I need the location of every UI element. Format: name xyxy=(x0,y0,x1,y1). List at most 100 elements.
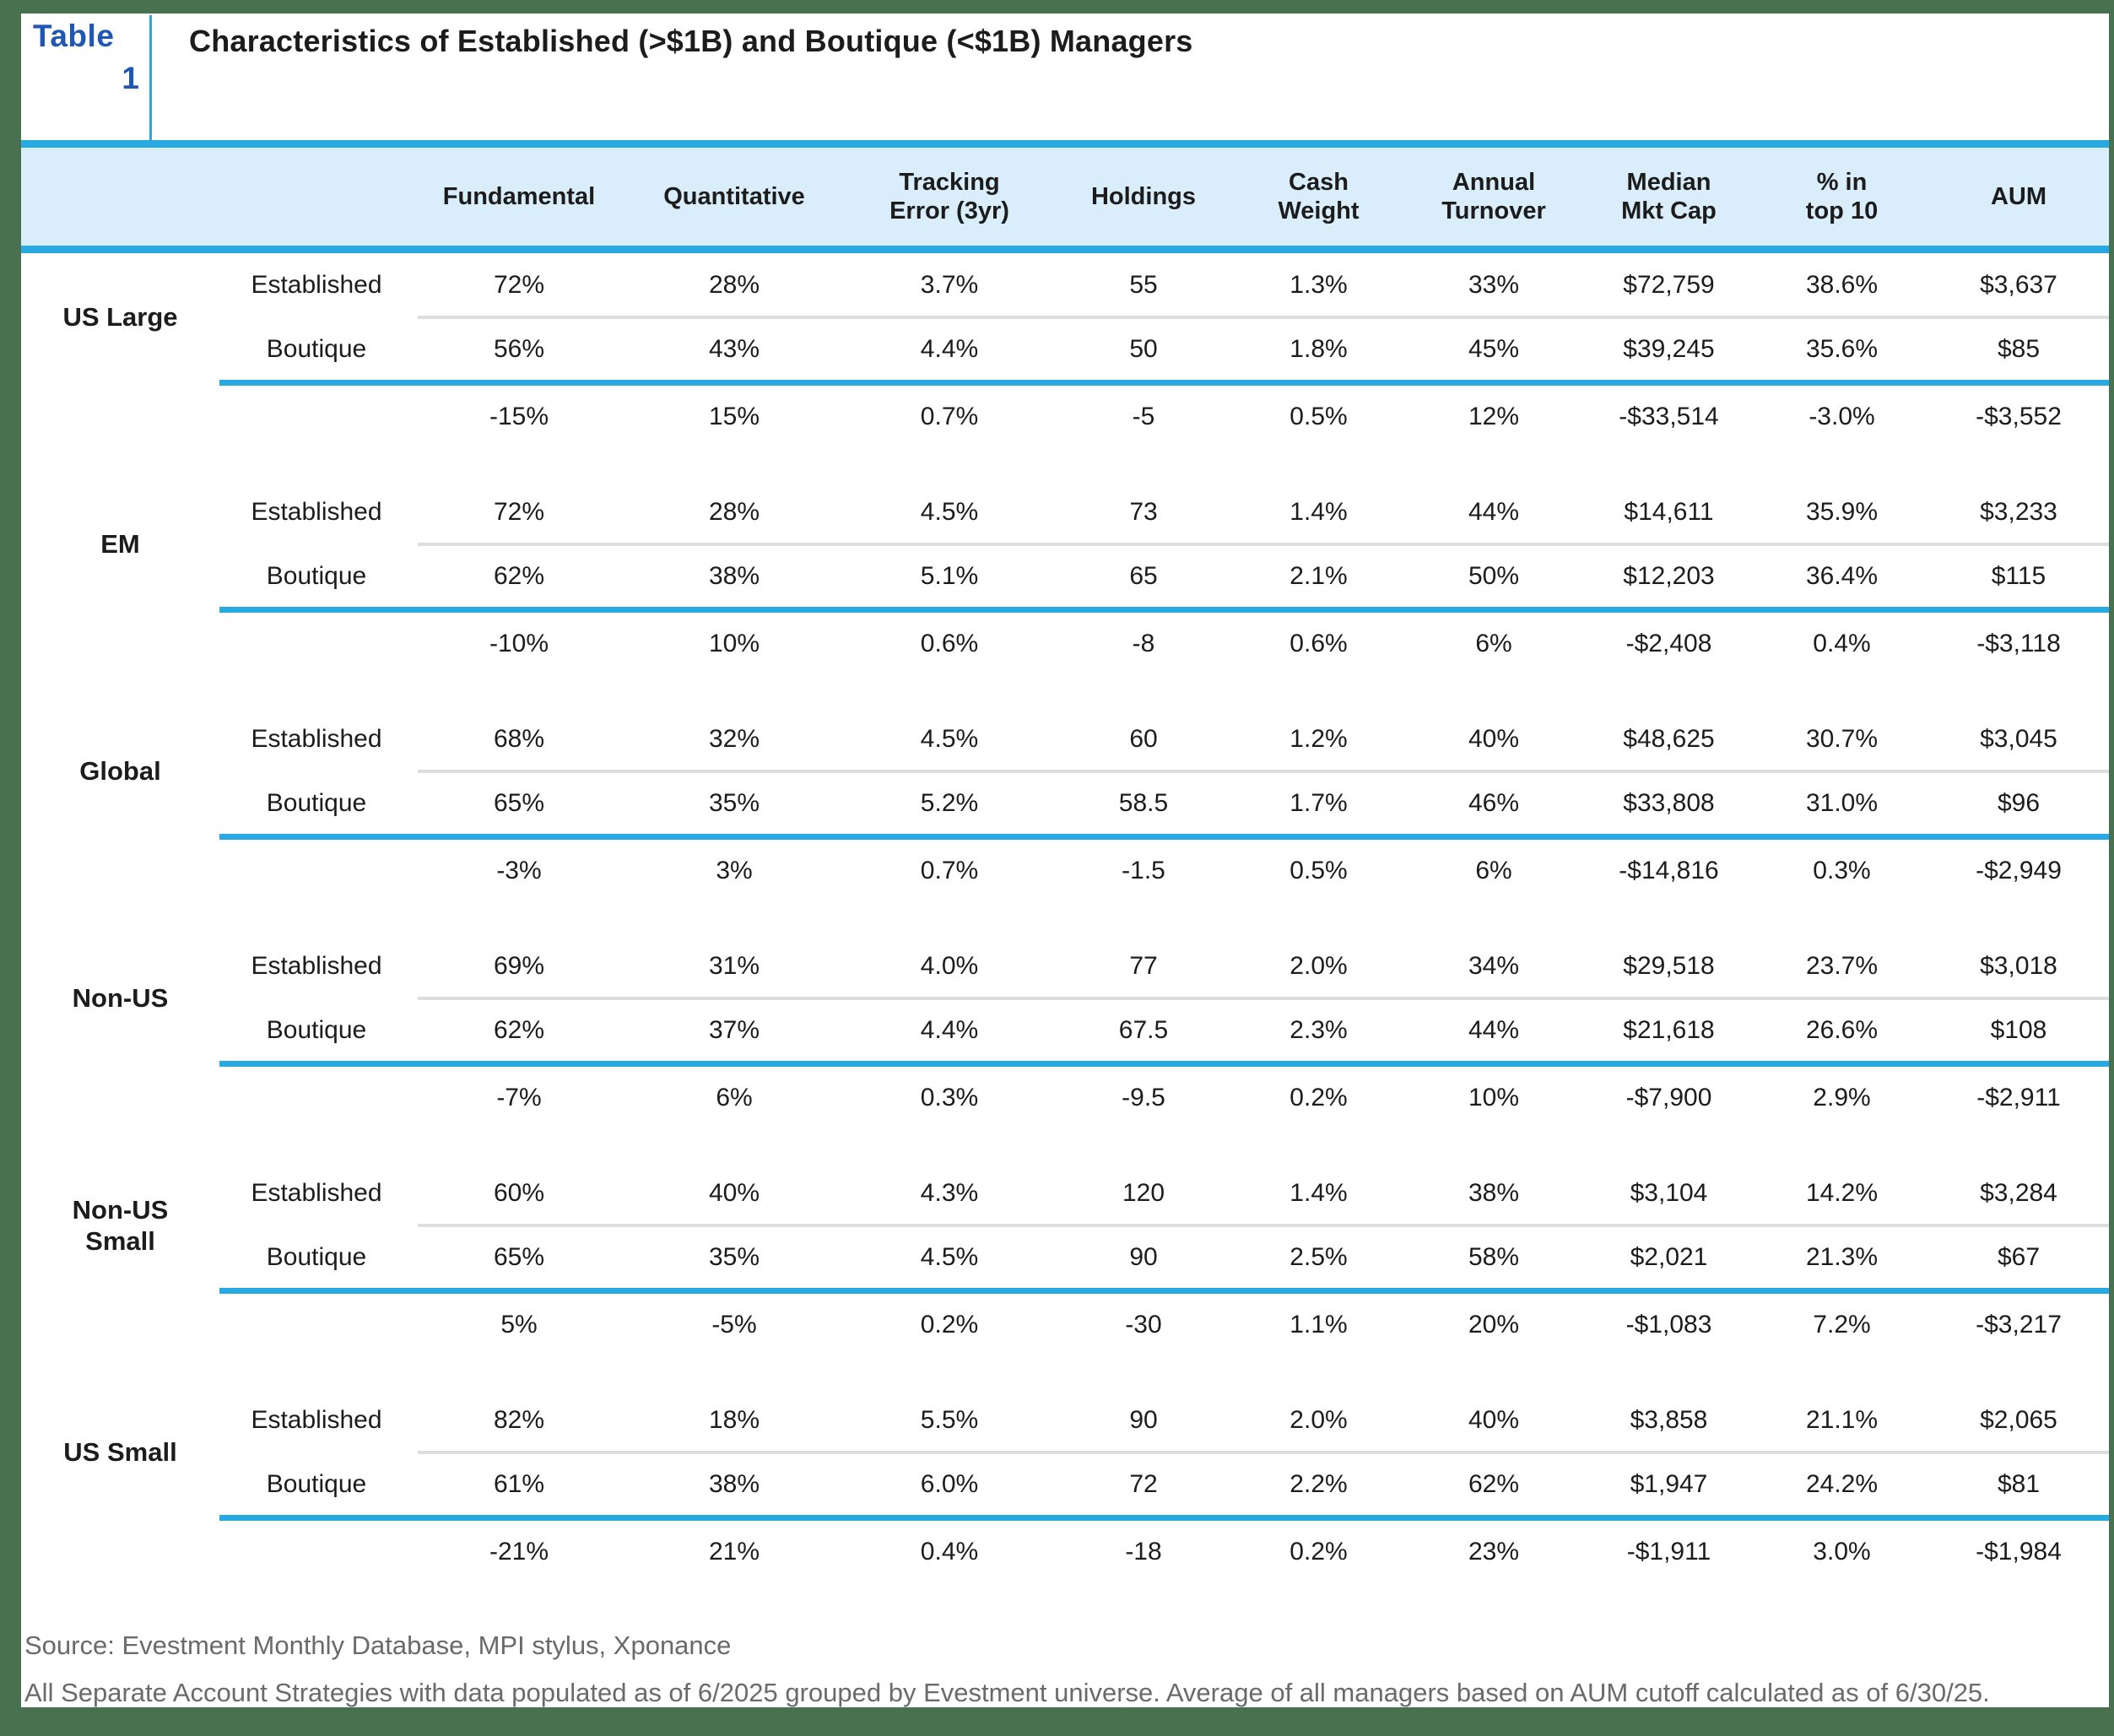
table-cell: -$2,911 xyxy=(1976,1084,2061,1111)
table-cell: 6% xyxy=(716,1084,753,1111)
table-cell: 35.6% xyxy=(1805,335,1879,363)
footnote: All Separate Account Strategies with dat… xyxy=(24,1678,1990,1707)
row-divider-gray xyxy=(418,997,2109,1000)
table-cell: -5 xyxy=(1132,403,1155,430)
column-header: Tracking Error (3yr) xyxy=(889,168,1009,224)
table-cell: $39,245 xyxy=(1623,335,1715,363)
table-cell: 5% xyxy=(500,1311,538,1339)
table-cell: 4.4% xyxy=(920,335,979,363)
difference-row: -3% 3% 0.7% -1.5 0.5% 6% -$14,816 0.3% -$2,949 xyxy=(219,840,2109,902)
table-badge: Table 1 xyxy=(21,14,149,140)
table-cell: 12% xyxy=(1468,403,1520,430)
boutique-row: Boutique 65% 35% 4.5% 90 2.5% 58% $2,021 21.3% $6… xyxy=(219,1227,2109,1288)
table-cell: -$2,408 xyxy=(1625,630,1712,657)
table-cell: 18% xyxy=(708,1406,760,1434)
table-cell: 26.6% xyxy=(1805,1016,1879,1044)
table-cell: 37% xyxy=(708,1016,760,1044)
table-cell: 90 xyxy=(1129,1243,1158,1271)
table-cell: 4.5% xyxy=(920,498,979,526)
column-header: AUM xyxy=(1990,182,2047,210)
table-cell: $3,284 xyxy=(1980,1179,2057,1207)
table-cell: 45% xyxy=(1468,335,1520,363)
group-rows: Established 69% 31% 4.0% 77 2.0% 34% $29,518 23.… xyxy=(219,936,2109,1061)
table-cell: -3.0% xyxy=(1809,403,1875,430)
table-cell: 4.5% xyxy=(920,1243,979,1271)
table-cell: 34% xyxy=(1468,952,1520,980)
column-header: Median Mkt Cap xyxy=(1621,168,1717,224)
table-cell: -8 xyxy=(1132,630,1155,657)
table-cell: 0.5% xyxy=(1289,857,1348,884)
column-header: Holdings xyxy=(1090,182,1197,210)
table-cell: 50% xyxy=(1468,562,1520,590)
table-cell: $3,637 xyxy=(1980,271,2057,299)
table-cell: 0.7% xyxy=(920,403,979,430)
table-group: US Small Established 82% 18% 5.5% 90 2.0% 40% $3… xyxy=(21,1390,2109,1583)
table-cell: 1.1% xyxy=(1289,1311,1348,1339)
table-group: Non-US Established 69% 31% 4.0% 77 2.0% 34% $29,… xyxy=(21,936,2109,1129)
group-rows: Established 72% 28% 3.7% 55 1.3% 33% $72,759 38.… xyxy=(219,255,2109,380)
table-cell: 40% xyxy=(708,1179,760,1207)
difference-wrap: -3% 3% 0.7% -1.5 0.5% 6% -$14,816 0.3% -$2,949 xyxy=(219,840,2109,902)
row-divider-gray xyxy=(418,1451,2109,1454)
table-cell: 55 xyxy=(1129,271,1158,299)
table-cell: -5% xyxy=(711,1311,757,1339)
table-cell: $3,045 xyxy=(1980,725,2057,753)
group-divider-blue xyxy=(219,607,2109,613)
group-rows: Established 72% 28% 4.5% 73 1.4% 44% $14,611 35.… xyxy=(219,482,2109,607)
table-cell: -15% xyxy=(489,403,549,430)
table-cell: 3.7% xyxy=(920,271,979,299)
difference-wrap: -10% 10% 0.6% -8 0.6% 6% -$2,408 0.4% -$3,118 xyxy=(219,613,2109,675)
difference-wrap: 5% -5% 0.2% -30 1.1% 20% -$1,083 7.2% -$3,217 xyxy=(219,1294,2109,1356)
table-cell: 35.9% xyxy=(1805,498,1879,526)
row-label: Boutique xyxy=(266,562,367,590)
table-cell: 1.4% xyxy=(1289,498,1348,526)
column-header: Fundamental xyxy=(442,182,596,210)
group-top: US Large Established 72% 28% 3.7% 55 1.3% 33% $7… xyxy=(21,255,2109,380)
table-cell: -3% xyxy=(496,857,542,884)
table-cell: 82% xyxy=(493,1406,545,1434)
table-cell: 1.7% xyxy=(1289,789,1348,817)
column-header: Quantitative xyxy=(663,182,805,210)
difference-wrap: -21% 21% 0.4% -18 0.2% 23% -$1,911 3.0% -$1,984 xyxy=(219,1521,2109,1583)
row-label: Established xyxy=(251,498,382,526)
table-cell: 56% xyxy=(493,335,545,363)
table-cell: 2.9% xyxy=(1813,1084,1871,1111)
difference-wrap: -15% 15% 0.7% -5 0.5% 12% -$33,514 -3.0% -$3,552 xyxy=(219,386,2109,448)
table-cell: $72,759 xyxy=(1623,271,1715,299)
difference-row: -7% 6% 0.3% -9.5 0.2% 10% -$7,900 2.9% -$2,911 xyxy=(219,1067,2109,1129)
table-cell: 0.6% xyxy=(1289,630,1348,657)
group-label: Non-US Small xyxy=(72,1194,169,1256)
table-cell: -$3,217 xyxy=(1976,1311,2062,1339)
table-cell: 4.3% xyxy=(920,1179,979,1207)
group-top: Global Established 68% 32% 4.5% 60 1.2% 40% $48,… xyxy=(21,709,2109,834)
boutique-row: Boutique 62% 38% 5.1% 65 2.1% 50% $12,203 36.4% $… xyxy=(219,546,2109,607)
boutique-row: Boutique 65% 35% 5.2% 58.5 1.7% 46% $33,808 31.0… xyxy=(219,773,2109,834)
table-cell: $96 xyxy=(1997,789,2041,817)
difference-row: -21% 21% 0.4% -18 0.2% 23% -$1,911 3.0% -$1,984 xyxy=(219,1521,2109,1583)
table-cell: 0.4% xyxy=(920,1538,979,1566)
table-cell: 65% xyxy=(493,1243,545,1271)
table-cell: 31.0% xyxy=(1805,789,1879,817)
table-cell: $33,808 xyxy=(1623,789,1715,817)
table-cell: -$1,984 xyxy=(1976,1538,2062,1566)
row-label: Boutique xyxy=(266,1016,367,1044)
title-bar: Table 1 Characteristics of Established (… xyxy=(21,14,2109,140)
table-cell: $1,947 xyxy=(1630,1470,1708,1498)
table-groups: US Large Established 72% 28% 3.7% 55 1.3% 33% $7… xyxy=(21,253,2109,1583)
table-cell: 10% xyxy=(708,630,760,657)
established-row: Established 68% 32% 4.5% 60 1.2% 40% $48,625 30.… xyxy=(219,709,2109,770)
group-label: US Large xyxy=(62,302,178,333)
table-cell: 61% xyxy=(493,1470,545,1498)
table-cell: 120 xyxy=(1122,1179,1165,1207)
table-cell: -30 xyxy=(1125,1311,1162,1339)
table-cell: 21% xyxy=(708,1538,760,1566)
row-divider-gray xyxy=(418,316,2109,319)
group-top: Non-US Established 69% 31% 4.0% 77 2.0% 34% $29,… xyxy=(21,936,2109,1061)
established-row: Established 72% 28% 4.5% 73 1.4% 44% $14,611 35.… xyxy=(219,482,2109,543)
table-cell: -$14,816 xyxy=(1619,857,1719,884)
table-cell: 60 xyxy=(1129,725,1158,753)
table-cell: 68% xyxy=(493,725,545,753)
table-cell: 5.2% xyxy=(920,789,979,817)
table-cell: 46% xyxy=(1468,789,1520,817)
